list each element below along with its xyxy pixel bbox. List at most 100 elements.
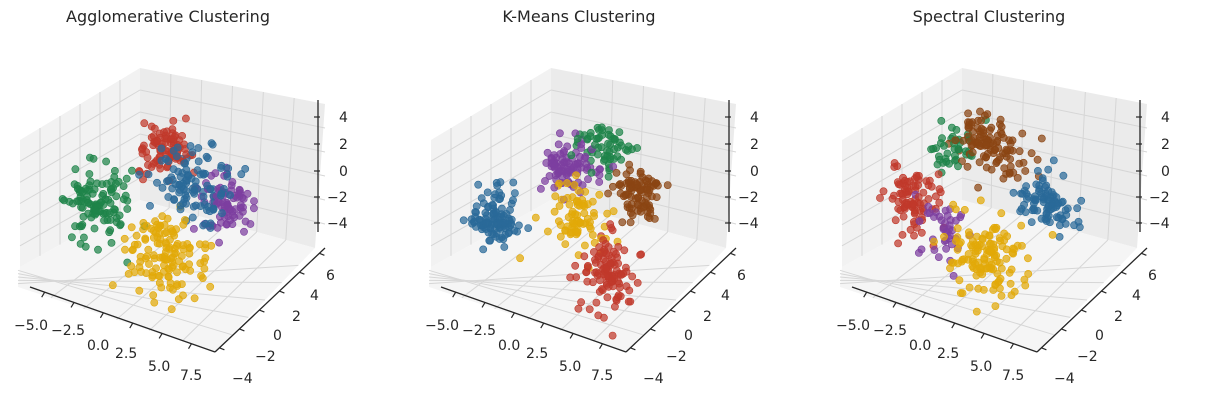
y-tick-label: 4 bbox=[721, 288, 730, 304]
y-tick-label: −2 bbox=[666, 349, 687, 365]
data-point bbox=[588, 197, 597, 206]
z-tick-label: −2 bbox=[327, 190, 348, 206]
x-tick-mark bbox=[481, 302, 486, 308]
data-point bbox=[1015, 147, 1024, 156]
data-point bbox=[94, 245, 102, 254]
data-point bbox=[971, 249, 980, 258]
data-point bbox=[149, 233, 158, 242]
data-point bbox=[586, 132, 595, 141]
data-point bbox=[915, 217, 924, 226]
data-point bbox=[112, 192, 121, 201]
data-point bbox=[168, 125, 177, 134]
data-point bbox=[1053, 201, 1062, 210]
data-point bbox=[959, 136, 968, 145]
data-point bbox=[139, 141, 148, 150]
y-tick-label: 0 bbox=[684, 328, 693, 344]
data-point bbox=[636, 169, 645, 178]
data-point bbox=[1009, 188, 1018, 197]
data-point bbox=[593, 123, 602, 132]
y-tick-label: 6 bbox=[737, 268, 746, 284]
data-point bbox=[975, 141, 984, 150]
data-point bbox=[598, 286, 607, 294]
data-point bbox=[637, 250, 645, 259]
data-point bbox=[978, 234, 987, 243]
z-tick-label: 2 bbox=[750, 137, 759, 153]
x-tick-label: 5.0 bbox=[970, 359, 992, 375]
data-point bbox=[973, 241, 982, 250]
data-point bbox=[168, 184, 177, 193]
grid-line bbox=[696, 97, 706, 241]
data-point bbox=[951, 151, 959, 160]
data-point bbox=[80, 233, 88, 242]
data-point bbox=[932, 208, 940, 217]
data-point bbox=[550, 207, 559, 216]
data-point bbox=[1002, 254, 1011, 263]
data-point bbox=[203, 181, 212, 190]
data-point bbox=[1017, 221, 1026, 230]
data-point bbox=[161, 238, 170, 247]
data-point bbox=[112, 218, 121, 227]
data-point bbox=[934, 253, 943, 261]
grid-line bbox=[1003, 239, 1109, 342]
data-point bbox=[930, 246, 939, 254]
data-point bbox=[197, 271, 205, 280]
data-point bbox=[595, 190, 604, 199]
data-point bbox=[910, 231, 918, 240]
data-point bbox=[90, 224, 99, 233]
y-axis-line bbox=[1036, 247, 1148, 353]
data-point bbox=[891, 216, 900, 225]
data-point bbox=[588, 231, 597, 239]
y-tick-label: −4 bbox=[643, 371, 664, 387]
data-point bbox=[935, 185, 944, 194]
data-point bbox=[158, 183, 167, 192]
data-point bbox=[564, 165, 572, 174]
data-point bbox=[120, 234, 129, 243]
data-point bbox=[628, 145, 636, 154]
y-tick-mark bbox=[239, 328, 245, 332]
data-point bbox=[175, 257, 183, 265]
x-tick-mark bbox=[158, 333, 163, 339]
data-point bbox=[150, 124, 159, 133]
data-point bbox=[196, 202, 205, 210]
data-point bbox=[634, 193, 643, 202]
data-point bbox=[994, 144, 1003, 152]
data-point bbox=[964, 109, 972, 118]
data-point bbox=[577, 144, 586, 152]
data-point bbox=[1035, 187, 1043, 196]
data-point bbox=[925, 176, 934, 185]
x-tick-mark bbox=[863, 291, 868, 298]
data-point bbox=[228, 211, 237, 220]
z-tick-label: 4 bbox=[750, 110, 759, 126]
data-point bbox=[996, 115, 1005, 124]
data-point bbox=[169, 117, 178, 125]
data-point bbox=[161, 154, 170, 163]
data-point bbox=[135, 263, 144, 272]
data-point bbox=[145, 260, 153, 268]
data-point bbox=[479, 245, 488, 254]
data-point bbox=[174, 295, 183, 304]
data-point bbox=[610, 274, 619, 283]
data-point bbox=[979, 126, 988, 134]
data-point bbox=[85, 170, 94, 178]
y-tick-mark bbox=[259, 309, 265, 313]
data-point bbox=[1007, 265, 1016, 274]
data-point bbox=[549, 160, 558, 169]
data-point bbox=[180, 216, 189, 224]
data-point bbox=[876, 194, 884, 202]
data-point bbox=[1070, 221, 1078, 230]
data-point bbox=[486, 236, 494, 245]
data-point bbox=[955, 276, 964, 285]
data-point bbox=[107, 238, 116, 247]
data-point bbox=[590, 208, 598, 217]
data-point bbox=[240, 227, 248, 236]
data-point bbox=[211, 169, 220, 178]
data-point bbox=[170, 196, 178, 204]
grid-line bbox=[181, 239, 287, 342]
x-tick-mark bbox=[951, 322, 956, 329]
y-tick-mark bbox=[730, 252, 736, 256]
data-point bbox=[979, 152, 988, 160]
data-point bbox=[99, 209, 108, 218]
data-point bbox=[83, 186, 92, 195]
x-tick-mark bbox=[980, 333, 985, 339]
x-tick-label: 7.5 bbox=[180, 368, 202, 384]
